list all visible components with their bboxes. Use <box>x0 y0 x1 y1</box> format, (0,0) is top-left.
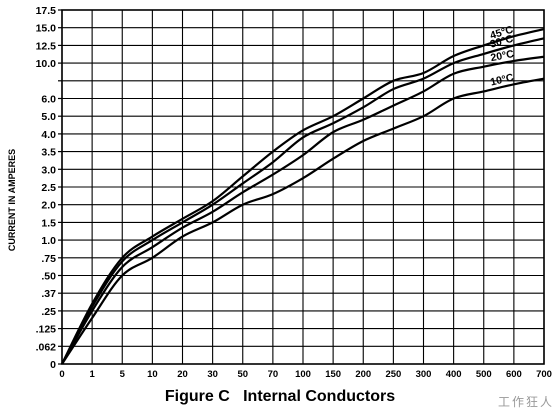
figure-caption: Figure C Internal Conductors <box>164 388 396 405</box>
y-tick-label: 10.0 <box>36 58 57 70</box>
x-tick-label: 600 <box>506 369 522 380</box>
y-tick-label: 4.0 <box>41 129 56 141</box>
series-line <box>61 37 545 365</box>
x-tick-label: 0 <box>59 369 64 380</box>
y-tick-label: 6.0 <box>41 94 56 106</box>
x-tick-label: 30 <box>207 369 218 380</box>
x-tick-label: 10 <box>147 369 158 380</box>
y-gridlines <box>58 9 544 365</box>
x-tick-label: 70 <box>268 369 279 380</box>
series-label: 20°C <box>490 48 516 64</box>
y-axis-label: CURRENT IN AMPERES <box>7 149 17 251</box>
y-tick-label: 17.5 <box>36 5 57 17</box>
y-tick-label: 2.0 <box>41 200 56 212</box>
plot-frame <box>61 9 545 365</box>
y-tick-label: .37 <box>41 288 56 300</box>
y-tick-label: .25 <box>41 306 56 318</box>
y-tick-label: 0 <box>50 359 56 371</box>
y-tick-label: 1.5 <box>41 217 56 229</box>
x-tick-label: 200 <box>355 369 371 380</box>
x-tick-label: 400 <box>446 369 462 380</box>
x-tick-label: 500 <box>476 369 492 380</box>
x-tick-label: 250 <box>385 369 401 380</box>
series-line <box>61 55 545 365</box>
series-label: 10°C <box>489 71 515 88</box>
x-tick-label: 1 <box>89 369 95 380</box>
y-tick-label: 15.0 <box>36 23 57 35</box>
y-tick-label: 1.0 <box>41 235 56 247</box>
series-labels: 45°C30°C20°C10°C <box>489 24 516 89</box>
y-tick-label: .125 <box>36 324 57 336</box>
x-tick-label: 20 <box>177 369 188 380</box>
y-tick-label: 3.5 <box>41 147 56 159</box>
y-tick-label: .50 <box>41 271 56 283</box>
series-line <box>61 28 545 365</box>
x-tick-label: 5 <box>120 369 126 380</box>
x-tick-labels: 0 1 5 10 20 30 50 70 100 150 200 250 300 400 500 600 700 <box>59 369 552 380</box>
x-tick-label: 150 <box>325 369 341 380</box>
x-tick-label: 100 <box>295 369 311 380</box>
y-tick-label: 3.0 <box>41 164 56 176</box>
y-tick-label: 2.5 <box>41 182 56 194</box>
watermark: 工作狂人 <box>497 395 554 409</box>
y-tick-label: .75 <box>41 253 56 265</box>
x-tick-label: 700 <box>536 369 552 380</box>
y-tick-label: 12.5 <box>36 40 57 52</box>
x-tick-label: 50 <box>237 369 248 380</box>
series-lines <box>61 28 545 365</box>
y-tick-label: .062 <box>36 341 57 353</box>
y-tick-labels: 0 .062 .125 .25 .37 .50 .75 1.0 1.5 2.0 2.5 3.0 3.5 4… <box>36 5 57 371</box>
y-tick-label: 5.0 <box>41 111 56 123</box>
x-tick-label: 300 <box>416 369 432 380</box>
series-line <box>61 77 545 365</box>
